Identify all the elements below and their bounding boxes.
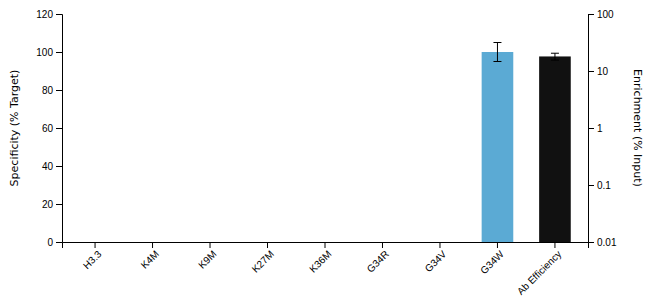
tick-label: 60	[42, 123, 54, 134]
chart: 0 20 40 60 80 100 120 0.01 0.1 1 10 100 H3.3 K4M K9M K2…	[0, 0, 650, 306]
tick: 20	[42, 199, 62, 210]
tick-label: 0.1	[597, 180, 611, 191]
x-axis: H3.3 K4M K9M K27M K36M G34R G34V G34W Ab Efficie…	[63, 242, 589, 297]
tick-label: 0.01	[597, 237, 617, 248]
y2-axis: 0.01 0.1 1 10 100	[588, 9, 617, 248]
tick-label: 10	[597, 66, 609, 77]
plot: 0 20 40 60 80 100 120 0.01 0.1 1 10 100 H3.3 K4M K9M K2…	[8, 9, 644, 297]
tick-label: 100	[597, 9, 614, 20]
tick: K4M	[139, 242, 161, 271]
tick-label: 20	[42, 199, 54, 210]
error-bar-line	[497, 43, 498, 62]
error-bar-cap	[551, 53, 559, 54]
tick-label: G34R	[365, 248, 391, 274]
tick: K36M	[307, 242, 333, 275]
marks	[482, 43, 571, 243]
error-bar-cap	[551, 60, 559, 61]
tick-label: K36M	[307, 248, 333, 274]
tick-label: 0	[47, 237, 53, 248]
tick-mark	[95, 242, 96, 248]
error-bar	[551, 53, 559, 60]
tick-mark	[56, 204, 62, 205]
axis-line	[63, 243, 589, 249]
tick: 0.1	[588, 180, 611, 191]
tick-mark	[56, 14, 62, 15]
tick: K27M	[250, 242, 276, 275]
tick: 10	[588, 66, 609, 77]
tick: K9M	[196, 242, 218, 271]
tick-label: 40	[42, 161, 54, 172]
y-axis-title: Specificity (% Target)	[8, 70, 21, 187]
tick-mark	[56, 242, 62, 243]
tick-mark	[554, 242, 555, 248]
tick: 120	[36, 9, 62, 20]
error-bar-cap	[493, 61, 501, 62]
tick: 40	[42, 161, 62, 172]
axis-line	[589, 15, 595, 243]
tick-mark	[267, 242, 268, 248]
tick-label: K27M	[250, 248, 276, 274]
tick-label: K4M	[139, 248, 161, 270]
tick-mark	[497, 242, 498, 248]
error-bar	[493, 43, 501, 62]
tick-label: H3.3	[81, 248, 104, 271]
tick-mark	[588, 128, 594, 129]
tick-label: G34V	[423, 248, 449, 274]
tick-label: 80	[42, 85, 54, 96]
tick-mark	[56, 166, 62, 167]
tick-label: 100	[36, 47, 53, 58]
tick: Ab Efficiency	[515, 242, 564, 297]
tick-label: Ab Efficiency	[515, 248, 564, 297]
tick: 60	[42, 123, 62, 134]
tick-mark	[588, 71, 594, 72]
y-axis: 0 20 40 60 80 100 120	[36, 9, 62, 248]
bar	[482, 52, 514, 242]
y2-axis-title: Enrichment (% Input)	[631, 69, 644, 187]
tick-mark	[56, 90, 62, 91]
tick: H3.3	[81, 242, 104, 271]
tick-label: 1	[597, 123, 603, 134]
tick-mark	[588, 14, 594, 15]
tick-mark	[382, 242, 383, 248]
tick: 1	[588, 123, 603, 134]
tick: 100	[36, 47, 62, 58]
tick-mark	[588, 185, 594, 186]
tick: G34R	[365, 242, 391, 275]
axis-line	[56, 15, 63, 243]
tick-mark	[325, 242, 326, 248]
tick-label: K9M	[196, 248, 218, 270]
tick-mark	[152, 242, 153, 248]
tick: 0.01	[588, 237, 617, 248]
tick-label: 120	[36, 9, 53, 20]
tick: G34V	[423, 242, 449, 274]
error-bar-line	[554, 53, 555, 60]
tick: 100	[588, 9, 614, 20]
tick-label: G34W	[478, 248, 506, 276]
tick-mark	[439, 242, 440, 248]
tick-mark	[210, 242, 211, 248]
tick-mark	[56, 128, 62, 129]
tick: 80	[42, 85, 62, 96]
tick: 0	[47, 237, 62, 248]
bar	[539, 56, 571, 242]
error-bar-cap	[493, 42, 501, 43]
tick: G34W	[478, 242, 506, 276]
tick-mark	[56, 52, 62, 53]
